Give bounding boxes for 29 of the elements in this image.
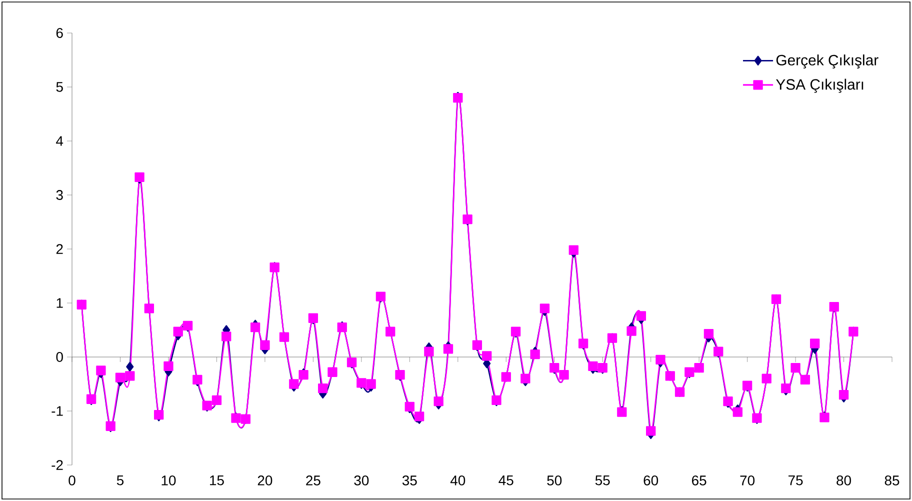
- x-tick-label: 85: [884, 476, 900, 486]
- y-tick-label: 1: [56, 298, 63, 308]
- x-tick-label: 40: [450, 476, 466, 486]
- y-tick-label: 5: [56, 82, 63, 92]
- y-tick-label: 6: [56, 28, 63, 38]
- legend-label: YSA Çıkışları: [776, 78, 864, 93]
- y-tick-label: 4: [56, 136, 64, 146]
- y-tick-label: 2: [56, 244, 63, 254]
- x-tick-label: 80: [836, 476, 851, 486]
- x-tick-label: 0: [68, 476, 76, 486]
- x-tick-label: 75: [788, 476, 803, 486]
- x-tick-label: 50: [547, 476, 562, 486]
- x-tick-label: 30: [354, 476, 369, 486]
- x-tick-label: 35: [402, 476, 417, 486]
- x-tick-label: 10: [162, 476, 176, 486]
- y-tick-label: 0: [56, 352, 63, 362]
- x-tick-label: 60: [644, 476, 658, 486]
- legend-label: Gerçek Çıkışlar: [776, 54, 878, 68]
- x-tick-label: 65: [692, 476, 706, 486]
- x-tick-label: 70: [740, 476, 755, 486]
- y-tick-label: -1: [52, 406, 63, 416]
- y-tick-label: 3: [56, 190, 63, 200]
- y-tick-label: -2: [52, 460, 63, 470]
- x-tick-label: 45: [498, 476, 514, 486]
- x-tick-label: 20: [258, 476, 272, 486]
- x-tick-label: 55: [595, 476, 610, 486]
- x-tick-label: 5: [116, 476, 124, 486]
- x-tick-label: 15: [210, 476, 224, 486]
- x-tick-label: 25: [306, 476, 320, 486]
